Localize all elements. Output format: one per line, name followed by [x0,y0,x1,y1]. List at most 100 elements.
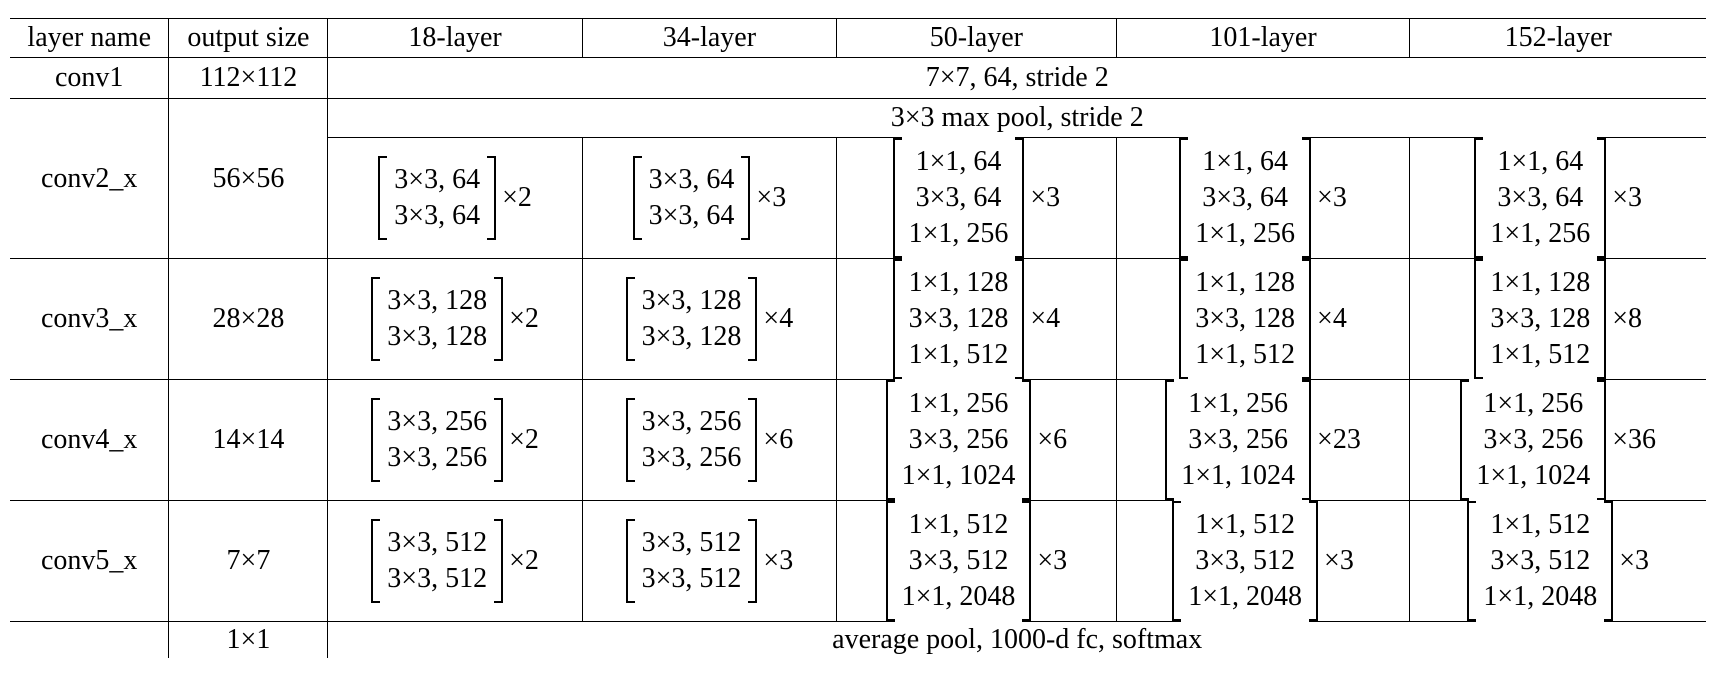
residual-block: 1×1, 64 3×3, 64 1×1, 256 ×3 [892,137,1061,259]
pool-row: conv2_x 56×56 3×3 max pool, stride 2 [10,98,1706,259]
bracket-matrix: 1×1, 256 3×3, 256 1×1, 1024 [885,379,1032,501]
residual-block: 3×3, 64 3×3, 64 ×3 [632,155,787,241]
block-cell: 1×1, 512 3×3, 512 1×1, 2048 ×3 [836,500,1117,622]
block-layer-line: 1×1, 1024 [1476,460,1591,491]
block-cell: 1×1, 128 3×3, 128 1×1, 512 ×4 [836,258,1117,380]
bracket-matrix: 3×3, 64 3×3, 64 [378,155,497,241]
block-layer-line: 3×3, 64 [1202,182,1289,213]
bracket-matrix: 1×1, 128 3×3, 128 1×1, 512 [1179,258,1312,380]
conv1-desc: 7×7, 64, stride 2 [327,57,1706,99]
header-cell-152-layer: 152-layer [1409,18,1706,58]
block-layer-line: 3×3, 256 [1188,424,1289,455]
block-layer-line: 1×1, 64 [915,146,1002,177]
residual-block: 3×3, 512 3×3, 512 ×2 [371,518,539,604]
header-cell-101-layer: 101-layer [1115,18,1411,58]
block-layer-line: 3×3, 128 [1195,303,1296,334]
stage-name-conv3-x: conv3_x [10,258,170,380]
block-cell: 3×3, 64 3×3, 64 ×3 [581,137,838,259]
block-layer-line: 3×3, 64 [648,164,735,195]
block-repeat-count: ×4 [763,303,794,334]
stage-size-conv2: 56×56 [168,98,329,259]
bracket-matrix: 1×1, 512 3×3, 512 1×1, 2048 [1467,500,1614,622]
block-layer-line: 3×3, 512 [387,527,488,558]
block-layer-line: 3×3, 64 [394,164,481,195]
block-repeat-count: ×3 [1612,182,1643,213]
block-repeat-count: ×3 [756,182,787,213]
block-layer-line: 3×3, 512 [1195,545,1296,576]
residual-block: 1×1, 256 3×3, 256 1×1, 1024 ×23 [1165,379,1361,501]
block-cell: 3×3, 256 3×3, 256 ×6 [581,379,838,501]
block-repeat-count: ×6 [763,424,794,455]
block-layer-line: 1×1, 128 [1490,267,1591,298]
block-repeat-count: ×4 [1030,303,1061,334]
architecture-table: layer name output size 18-layer 34-layer… [10,18,1706,658]
bracket-matrix: 1×1, 128 3×3, 128 1×1, 512 [1474,258,1607,380]
residual-block: 1×1, 512 3×3, 512 1×1, 2048 ×3 [1467,500,1650,622]
conv1-name: conv1 [10,57,170,99]
block-repeat-count: ×2 [509,545,539,576]
block-repeat-count: ×3 [763,545,794,576]
block-layer-line: 3×3, 64 [1497,182,1584,213]
block-layer-line: 3×3, 256 [387,442,488,473]
table-body: layer name output size 18-layer 34-layer… [10,18,1706,658]
block-repeat-count: ×4 [1317,303,1347,334]
block-repeat-count: ×6 [1037,424,1068,455]
block-layer-line: 3×3, 128 [641,321,742,352]
block-cell: 3×3, 512 3×3, 512 ×2 [327,500,583,622]
block-layer-line: 3×3, 256 [641,442,742,473]
block-layer-line: 3×3, 512 [641,527,742,558]
bracket-matrix: 1×1, 256 3×3, 256 1×1, 1024 [1460,379,1607,501]
block-layer-line: 3×3, 256 [641,406,742,437]
block-layer-line: 1×1, 1024 [1181,460,1296,491]
block-layer-line: 1×1, 512 [908,509,1009,540]
bracket-matrix: 3×3, 256 3×3, 256 [625,397,758,483]
block-layer-line: 1×1, 256 [1490,218,1591,249]
bracket-matrix: 1×1, 128 3×3, 128 1×1, 512 [892,258,1025,380]
stage-name-conv5-x: conv5_x [10,500,170,622]
block-layer-line: 3×3, 64 [915,182,1002,213]
block-layer-line: 1×1, 256 [1188,388,1289,419]
block-layer-line: 3×3, 128 [387,285,488,316]
block-cell: 3×3, 256 3×3, 256 ×2 [327,379,583,501]
bracket-matrix: 3×3, 512 3×3, 512 [625,518,758,604]
stage-name-conv4-x: conv4_x [10,379,170,501]
final-row: 1×1 average pool, 1000-d fc, softmax [10,621,1706,658]
residual-block: 3×3, 128 3×3, 128 ×4 [625,276,794,362]
block-layer-line: 1×1, 64 [1202,146,1289,177]
residual-block: 3×3, 64 3×3, 64 ×2 [378,155,532,241]
block-layer-line: 1×1, 512 [1490,509,1591,540]
block-repeat-count: ×3 [1619,545,1650,576]
block-repeat-count: ×2 [509,303,539,334]
stage-size-conv4-x: 14×14 [168,379,329,501]
header-cell-18-layer: 18-layer [327,18,583,58]
final-size: 1×1 [168,621,329,658]
residual-block: 1×1, 64 3×3, 64 1×1, 256 ×3 [1179,137,1347,259]
block-repeat-count: ×3 [1324,545,1354,576]
header-row: layer name output size 18-layer 34-layer… [10,18,1706,58]
block-layer-line: 1×1, 256 [908,388,1009,419]
block-cell: 1×1, 512 3×3, 512 1×1, 2048 ×3 [1115,500,1411,622]
block-cell: 1×1, 64 3×3, 64 1×1, 256 ×3 [1409,137,1706,259]
block-repeat-count: ×3 [1030,182,1061,213]
header-cell-layer-name: layer name [10,18,170,58]
bracket-matrix: 1×1, 512 3×3, 512 1×1, 2048 [1172,500,1319,622]
bracket-matrix: 1×1, 64 3×3, 64 1×1, 256 [1474,137,1607,259]
bracket-matrix: 1×1, 512 3×3, 512 1×1, 2048 [885,500,1032,622]
block-layer-line: 1×1, 256 [1483,388,1584,419]
stage-row-conv3: conv3_x 28×28 3×3, 128 3×3, 128 ×2 3×3, 128 3×… [10,258,1706,380]
conv1-size: 112×112 [168,57,329,99]
block-cell: 1×1, 256 3×3, 256 1×1, 1024 ×36 [1409,379,1706,501]
bracket-matrix: 1×1, 64 3×3, 64 1×1, 256 [892,137,1025,259]
header-cell-34-layer: 34-layer [581,18,838,58]
block-layer-line: 1×1, 128 [908,267,1009,298]
bracket-matrix: 1×1, 64 3×3, 64 1×1, 256 [1179,137,1312,259]
block-cell: 1×1, 64 3×3, 64 1×1, 256 ×3 [1115,137,1411,259]
final-name-empty [10,621,170,658]
block-layer-line: 1×1, 1024 [901,460,1016,491]
stage-name-conv2: conv2_x [10,98,170,259]
residual-block: 3×3, 512 3×3, 512 ×3 [625,518,794,604]
residual-block: 1×1, 256 3×3, 256 1×1, 1024 ×36 [1460,379,1656,501]
block-cell: 1×1, 512 3×3, 512 1×1, 2048 ×3 [1409,500,1706,622]
block-cell: 1×1, 128 3×3, 128 1×1, 512 ×8 [1409,258,1706,380]
stage-row-conv4: conv4_x 14×14 3×3, 256 3×3, 256 ×2 3×3, 256 3×… [10,379,1706,501]
